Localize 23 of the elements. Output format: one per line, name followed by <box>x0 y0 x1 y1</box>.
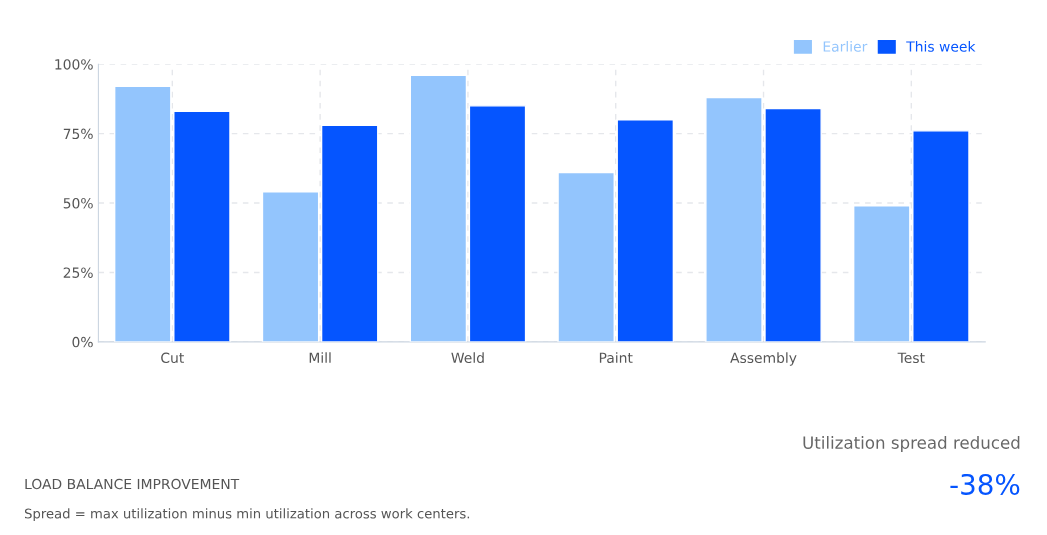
bar <box>409 74 468 342</box>
y-tick-label: 0% <box>72 336 93 348</box>
text: LOAD BALANCE IMPROVEMENT <box>25 478 240 490</box>
legend-label: Earlier <box>823 41 868 52</box>
bar <box>616 119 675 342</box>
bar <box>557 171 615 342</box>
text: Spread = max utilization minus min utilization across work centers. <box>24 508 470 522</box>
y-tick-label: 100% <box>55 59 93 70</box>
y-tick-label: 50% <box>63 198 93 209</box>
x-tick-label: Test <box>897 352 925 364</box>
x-tick-label: Cut <box>161 352 184 364</box>
text: Utilization spread reduced <box>803 435 1020 453</box>
legend-label: This week <box>906 41 976 52</box>
y-tick-label: 25% <box>63 267 93 278</box>
x-tick-label: Assembly <box>730 352 797 366</box>
x-tick-label: Paint <box>599 352 633 364</box>
x-tick-label: Mill <box>309 352 331 363</box>
bar <box>468 105 527 342</box>
y-tick-label: 75% <box>63 128 93 140</box>
text: -38% <box>950 473 1020 495</box>
bar <box>261 191 320 342</box>
bar <box>320 124 379 342</box>
x-tick-label: Weld <box>451 352 484 364</box>
